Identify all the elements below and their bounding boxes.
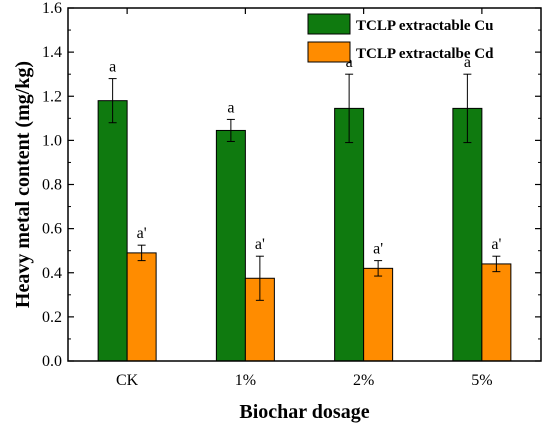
significance-label: a [227, 99, 234, 116]
x-axis-title: Biochar dosage [239, 401, 369, 423]
significance-labels: a a' a a' a a' a a' [109, 54, 501, 257]
significance-label: a [346, 54, 353, 71]
significance-label: a [464, 54, 471, 71]
bars [97, 100, 512, 362]
legend-swatch [307, 13, 351, 35]
y-tick-label: 1.2 [42, 88, 62, 105]
significance-label: a' [373, 241, 383, 258]
x-tick-label: 1% [235, 372, 256, 389]
error-bars [108, 73, 501, 301]
legend-label: TCLP extractalbe Cd [356, 46, 494, 62]
y-tick-label: 0.0 [42, 353, 62, 370]
significance-label: a [109, 59, 116, 76]
x-tick-label: CK [116, 372, 139, 389]
cu-bar [334, 107, 365, 362]
cu-bar [452, 107, 483, 362]
y-axis-title: Heavy metal content (mg/kg) [12, 61, 34, 308]
y-tick-labels: 0.0 0.2 0.4 0.6 0.8 1.0 1.2 1.4 1.6 [42, 0, 62, 370]
y-tick-label: 1.6 [42, 0, 62, 17]
significance-label: a' [255, 236, 265, 253]
y-tick-label: 0.6 [42, 221, 62, 238]
cd-bar [363, 267, 394, 362]
legend: TCLP extractable Cu TCLP extractalbe Cd [307, 13, 494, 63]
cd-bar [126, 252, 157, 362]
x-tick-label: 2% [353, 372, 374, 389]
cu-bar [97, 100, 128, 362]
significance-label: a' [491, 236, 501, 253]
y-tick-label: 1.4 [42, 44, 62, 61]
legend-swatch [307, 41, 351, 63]
y-tick-label: 0.4 [42, 265, 62, 282]
plot-frame [67, 7, 542, 362]
significance-label: a' [137, 225, 147, 242]
legend-label: TCLP extractable Cu [356, 18, 493, 34]
y-tick-label: 1.0 [42, 132, 62, 149]
y-tick-label: 0.2 [42, 309, 62, 326]
x-tick-labels: CK 1% 2% 5% [116, 372, 493, 389]
x-tick-label: 5% [471, 372, 492, 389]
cu-bar [215, 129, 246, 362]
cd-bar [481, 263, 512, 362]
y-tick-label: 0.8 [42, 177, 62, 194]
